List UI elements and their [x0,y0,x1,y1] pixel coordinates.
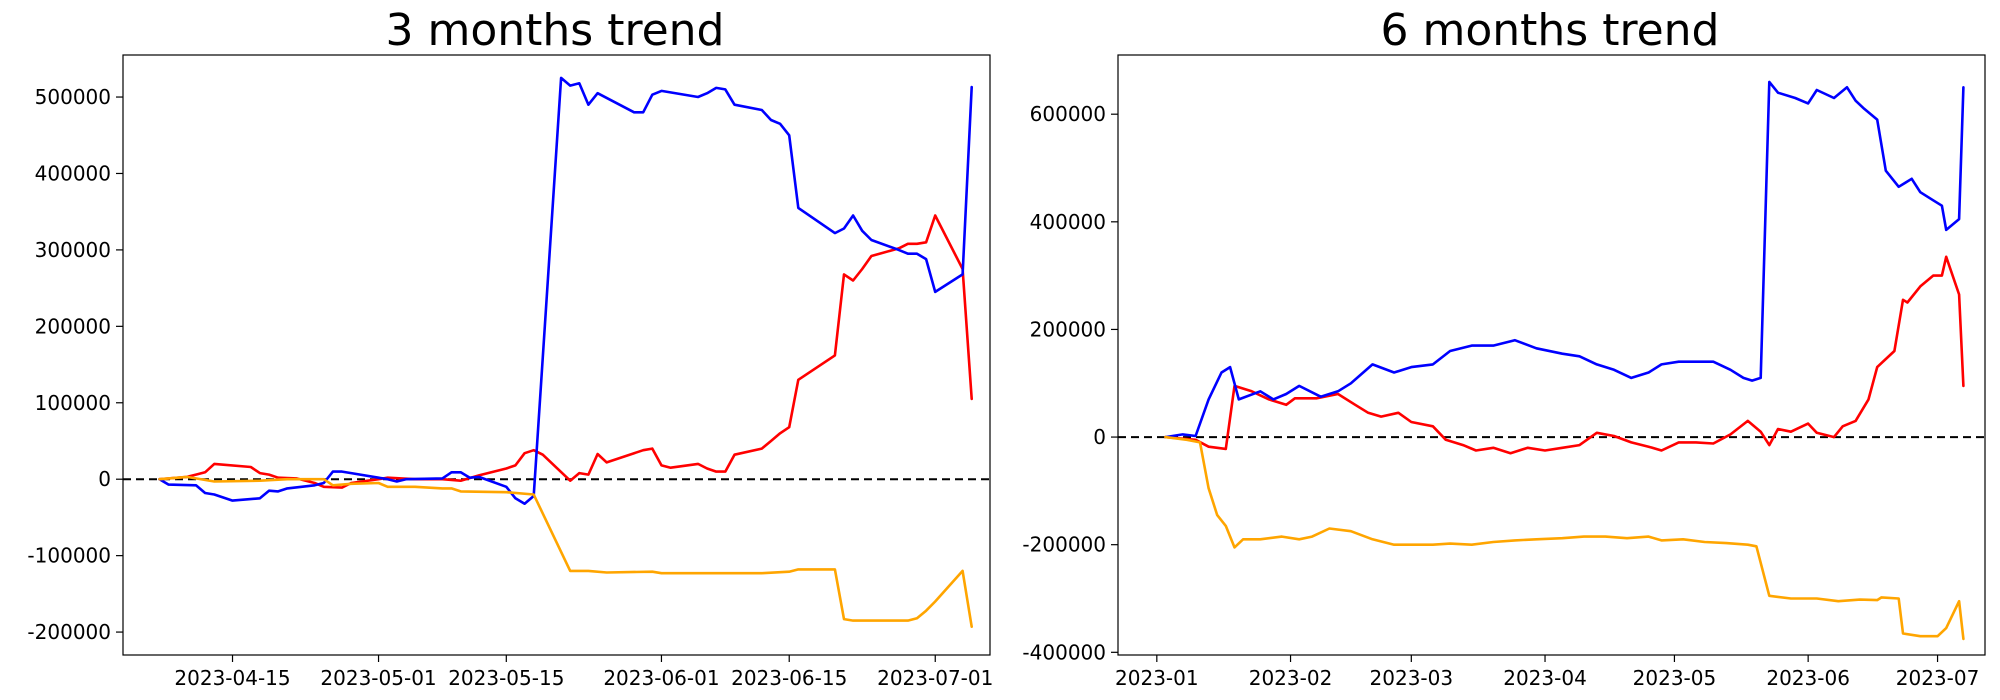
y-tick-label: 200000 [35,314,111,338]
chart-title: 3 months trend [386,5,725,56]
x-tick-label: 2023-06 [1766,666,1850,690]
plot-area [1117,54,1986,656]
x-tick-label: 2023-07-01 [877,666,993,690]
x-tick-label: 2023-03 [1370,666,1454,690]
series-line-1 [158,76,974,506]
x-tick-label: 2023-06-01 [603,666,719,690]
x-tick-label: 2023-02 [1249,666,1333,690]
y-tick-label: -200000 [27,620,111,644]
series-line-1 [1164,80,1965,439]
chart-title: 6 months trend [1381,5,1720,56]
chart-3-months-trend: 3 months trend -200000 -100000 0 100000 2000… [27,5,993,690]
y-tick-label: 300000 [35,238,111,262]
x-tick-label: 2023-01 [1115,666,1199,690]
series-line-0 [1164,255,1965,455]
y-tick-label: -200000 [1022,533,1106,557]
series-line-2 [1164,435,1965,641]
x-tick-label: 2023-07 [1896,666,1980,690]
y-tick-label: 0 [1093,425,1106,449]
y-tick-label: 0 [98,467,111,491]
x-tick-label: 2023-05-01 [320,666,436,690]
series-line-0 [158,214,974,489]
y-tick-label: -400000 [1022,640,1106,664]
x-tick-label: 2023-04 [1503,666,1587,690]
x-tick-label: 2023-04-15 [174,666,290,690]
x-tick-label: 2023-05 [1633,666,1717,690]
y-tick-label: 400000 [35,161,111,185]
y-tick-label: 200000 [1030,317,1106,341]
series-line-2 [158,475,974,629]
y-tick-label: 500000 [35,85,111,109]
y-tick-label: 400000 [1030,210,1106,234]
x-tick-label: 2023-06-15 [731,666,847,690]
y-tick-label: 600000 [1030,102,1106,126]
plot-area [122,54,991,656]
x-tick-label: 2023-05-15 [448,666,564,690]
y-tick-label: 100000 [35,391,111,415]
y-tick-label: -100000 [27,544,111,568]
chart-6-months-trend: 6 months trend -400000 -200000 0 200000 4000… [1022,5,1986,690]
